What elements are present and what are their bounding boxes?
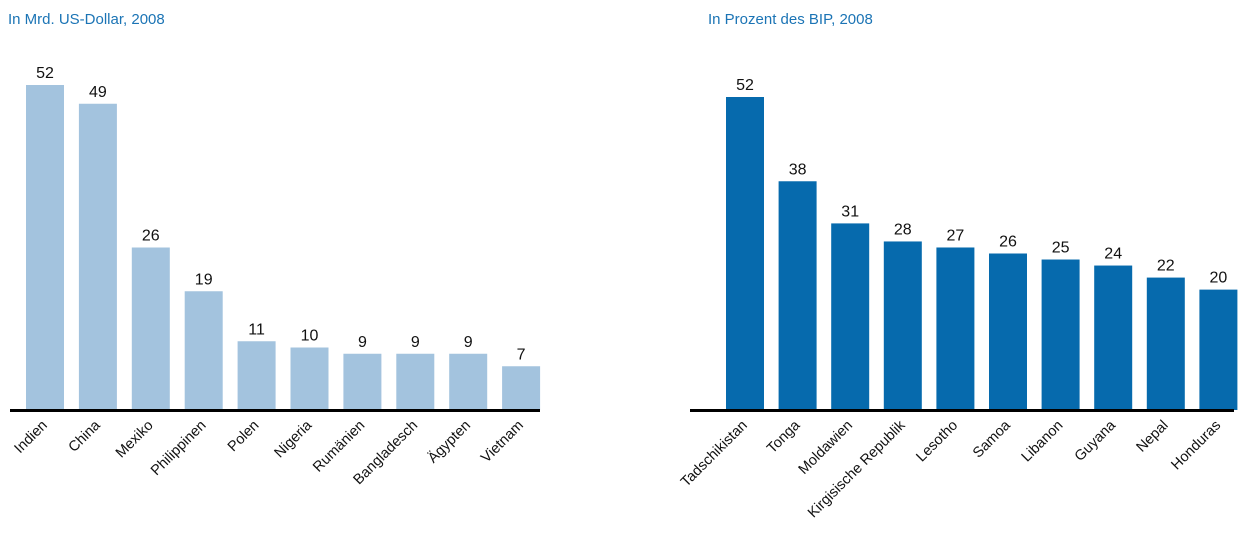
bar-value-label: 27 [947,227,965,244]
bar [26,85,64,410]
bar-value-label: 22 [1157,258,1175,275]
bar [502,366,541,410]
bar-value-label: 24 [1104,246,1122,263]
bar [778,181,817,410]
x-tick-label: Lesotho [913,418,961,466]
bar-value-label: 9 [411,334,420,351]
bar-value-label: 52 [36,65,54,82]
bar-value-label: 20 [1210,270,1228,287]
x-tick-label: Libanon [1019,418,1067,466]
bar [883,241,922,410]
x-tick-label: Vietnam [478,418,527,467]
x-tick-label: Mexiko [113,418,157,462]
x-tick-label: Guyana [1072,417,1120,465]
bar [131,247,170,410]
bar-value-label: 38 [789,161,807,178]
x-tick-label: Indien [12,418,51,457]
x-tick-label: Honduras [1168,418,1224,474]
bar-value-label: 26 [142,228,160,245]
bar [237,341,276,410]
x-tick-label: Tonga [764,417,804,457]
bar-value-label: 7 [517,346,526,363]
bar [78,103,117,410]
bar [449,353,488,410]
bar-value-label: 49 [89,84,107,101]
bar-value-label: 9 [358,334,367,351]
bar-value-label: 9 [464,334,473,351]
chart-title-gdp-percent: In Prozent des BIP, 2008 [708,11,873,28]
bar-value-label: 31 [841,203,859,220]
x-tick-label: Polen [225,418,263,456]
x-tick-label: Philippinen [148,418,209,479]
bar-value-label: 52 [736,77,754,94]
bar [989,253,1027,410]
bar [343,353,382,410]
bar-value-label: 11 [248,321,265,338]
x-tick-label: Samoa [970,417,1014,461]
bar [184,291,223,410]
bar [396,353,435,410]
bar [1199,289,1238,410]
x-tick-label: China [66,417,105,456]
bar-value-label: 26 [999,234,1017,251]
bar [936,247,975,410]
bar-value-label: 28 [894,221,912,238]
bar [831,223,870,410]
chart-title-usd: In Mrd. US-Dollar, 2008 [8,11,165,28]
x-tick-label: Nigeria [272,417,316,461]
bar [1094,265,1133,410]
x-tick-label: Nepal [1134,418,1172,456]
x-tick-label: Ägypten [424,417,474,467]
bar [726,97,764,410]
x-tick-label: Kirgisische Republik [805,417,909,521]
bar [290,347,329,410]
bar [1041,259,1080,410]
bar [1146,277,1185,410]
bar-value-label: 19 [195,271,213,288]
x-tick-label: Tadschikistan [678,418,751,491]
bar-value-label: 10 [301,328,319,345]
bar-value-label: 25 [1052,240,1070,257]
